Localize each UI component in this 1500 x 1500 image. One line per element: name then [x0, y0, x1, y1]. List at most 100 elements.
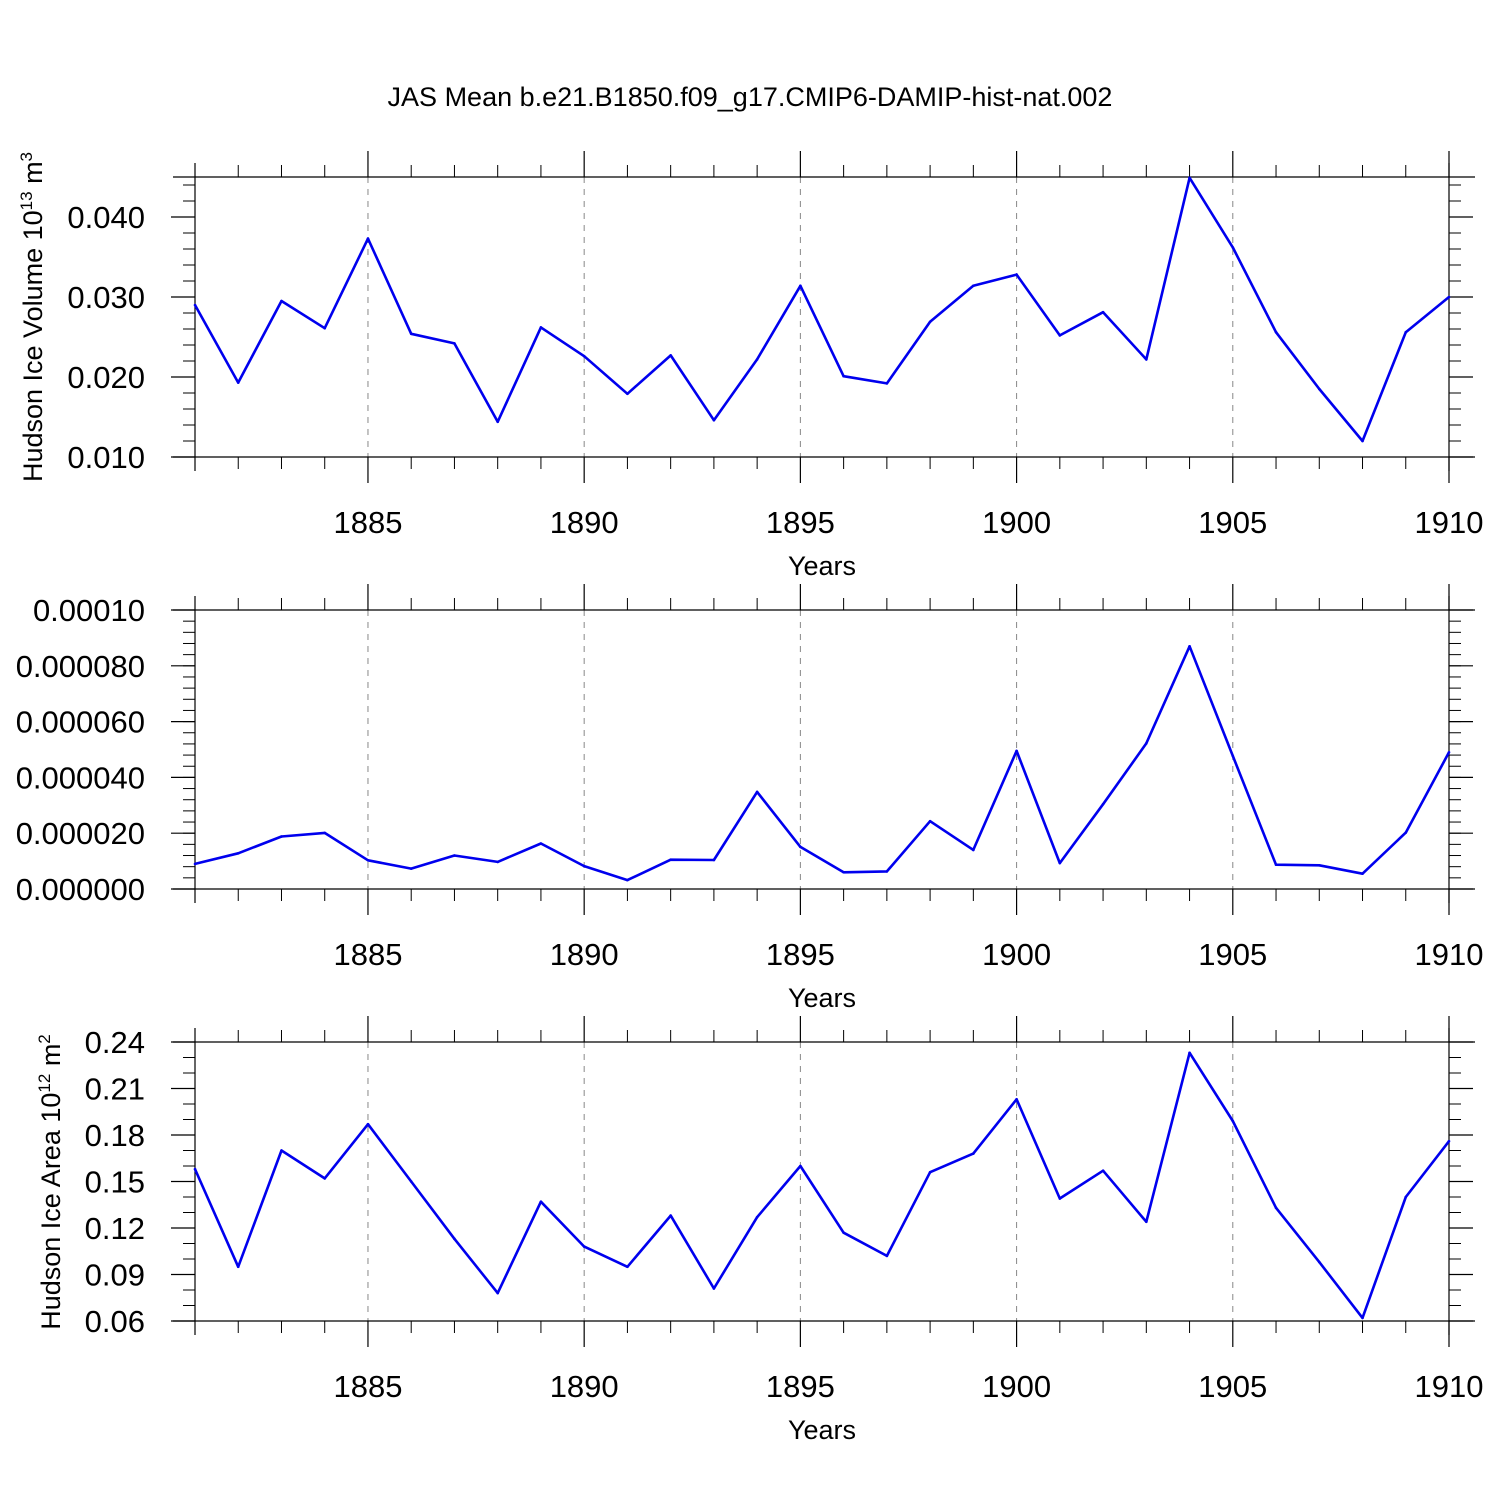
data-point: [323, 326, 327, 330]
data-point: [1447, 295, 1451, 299]
data-point: [1058, 334, 1062, 337]
data-point: [972, 848, 975, 852]
data-point: [626, 878, 629, 882]
x-tick-label: 1895: [766, 505, 835, 540]
data-point: [496, 860, 499, 864]
y-tick-label: 0.18: [85, 1118, 145, 1153]
data-point: [842, 870, 845, 874]
data-point: [928, 819, 932, 823]
panel-1: 1885 1890 1895 1900 1905 1910 Years 0.010 0.020 0…: [17, 151, 1483, 581]
data-point: [409, 1180, 413, 1183]
data-point: [1015, 749, 1018, 753]
data-point: [366, 1122, 370, 1126]
x-tick-label: 1900: [982, 505, 1051, 540]
data-point: [539, 1200, 543, 1203]
data-point: [669, 354, 672, 357]
data-point: [712, 1287, 716, 1290]
data-point: [799, 284, 802, 288]
panels-group: 1885 1890 1895 1900 1905 1910 Years 0.010 0.020 0…: [16, 151, 1483, 1445]
y-tick-label: 0.040: [67, 200, 145, 235]
data-point: [236, 851, 240, 855]
data-point: [1145, 1220, 1148, 1224]
data-point: [236, 1265, 240, 1269]
data-point: [885, 870, 889, 873]
data-point: [366, 858, 370, 862]
data-point: [1101, 1169, 1105, 1172]
data-point: [885, 382, 889, 385]
y-tick-label: 0.24: [85, 1025, 145, 1060]
y-tick-label: 0.12: [85, 1211, 145, 1246]
data-point: [193, 303, 197, 307]
data-point: [799, 845, 802, 849]
data-point: [1145, 358, 1148, 361]
data-point: [1058, 1197, 1062, 1200]
data-point: [1447, 750, 1451, 754]
x-axis-title: Years: [788, 983, 856, 1013]
data-point: [1058, 861, 1062, 865]
data-point: [582, 354, 586, 358]
y-tick-label: 0.000020: [16, 816, 145, 851]
y-tick-label: 0.000060: [16, 705, 145, 740]
data-point: [1317, 1260, 1321, 1264]
data-point: [1231, 246, 1235, 249]
data-point: [1404, 330, 1408, 334]
data-point: [972, 1152, 975, 1155]
series-line: [193, 176, 1450, 443]
data-point: [1361, 872, 1364, 875]
data-point: [669, 1214, 672, 1217]
y-tick-label: 0.000040: [16, 760, 145, 795]
y-axis-title: Hudson Ice Volume 1013 m3: [17, 152, 48, 482]
data-point: [626, 392, 629, 396]
x-tick-label: 1910: [1415, 1369, 1484, 1404]
data-point: [453, 1237, 456, 1241]
data-point: [842, 1231, 845, 1234]
data-point: [1231, 1119, 1235, 1123]
data-point: [1101, 802, 1105, 806]
x-tick-label: 1900: [982, 937, 1051, 972]
data-point: [453, 854, 456, 857]
data-point: [193, 862, 197, 866]
x-tick-label: 1895: [766, 937, 835, 972]
y-tick-label: 0.030: [67, 280, 145, 315]
data-point: [1188, 176, 1191, 180]
data-point: [1404, 831, 1408, 834]
data-point: [236, 381, 240, 384]
data-point: [409, 867, 413, 870]
x-axis-title: Years: [788, 1415, 856, 1445]
x-tick-label: 1905: [1198, 1369, 1267, 1404]
data-point: [885, 1254, 889, 1258]
x-tick-label: 1885: [333, 937, 402, 972]
chart-title: JAS Mean b.e21.B1850.f09_g17.CMIP6-DAMIP…: [388, 82, 1113, 112]
data-point: [280, 299, 283, 303]
y-tick-label: 0.010: [67, 440, 145, 475]
data-point: [1145, 742, 1148, 745]
data-point: [799, 1164, 802, 1168]
x-tick-label: 1905: [1198, 937, 1267, 972]
data-point: [972, 284, 975, 288]
data-point: [1317, 863, 1321, 867]
x-tick-label: 1890: [550, 505, 619, 540]
y-axis-title: Hudson Ice Area 1012 m2: [35, 1034, 66, 1330]
data-point: [582, 1245, 586, 1248]
series-line: [193, 1051, 1451, 1320]
x-tick-label: 1900: [982, 1369, 1051, 1404]
data-point: [669, 858, 672, 862]
data-point: [1317, 387, 1321, 391]
y-tick-label: 0.000080: [16, 649, 145, 684]
panel-3: 1885 1890 1895 1900 1905 1910 Years 0.06 0.09 0.1…: [35, 1016, 1483, 1445]
data-point: [496, 420, 499, 424]
panel-2: 1885 1890 1895 1900 1905 1910 Years 0.000000 0.0…: [16, 584, 1483, 1013]
data-point: [626, 1265, 629, 1269]
data-point: [323, 831, 327, 835]
y-tick-label: 0.21: [85, 1072, 145, 1107]
data-point: [1101, 310, 1105, 314]
x-tick-label: 1885: [333, 1369, 402, 1404]
data-point: [842, 374, 845, 378]
data-point: [1274, 1206, 1278, 1210]
y-tick-label: 0.020: [67, 360, 145, 395]
data-point: [539, 326, 543, 329]
data-point: [1361, 1316, 1364, 1320]
x-tick-label: 1890: [550, 937, 619, 972]
x-axis-title: Years: [788, 551, 856, 581]
